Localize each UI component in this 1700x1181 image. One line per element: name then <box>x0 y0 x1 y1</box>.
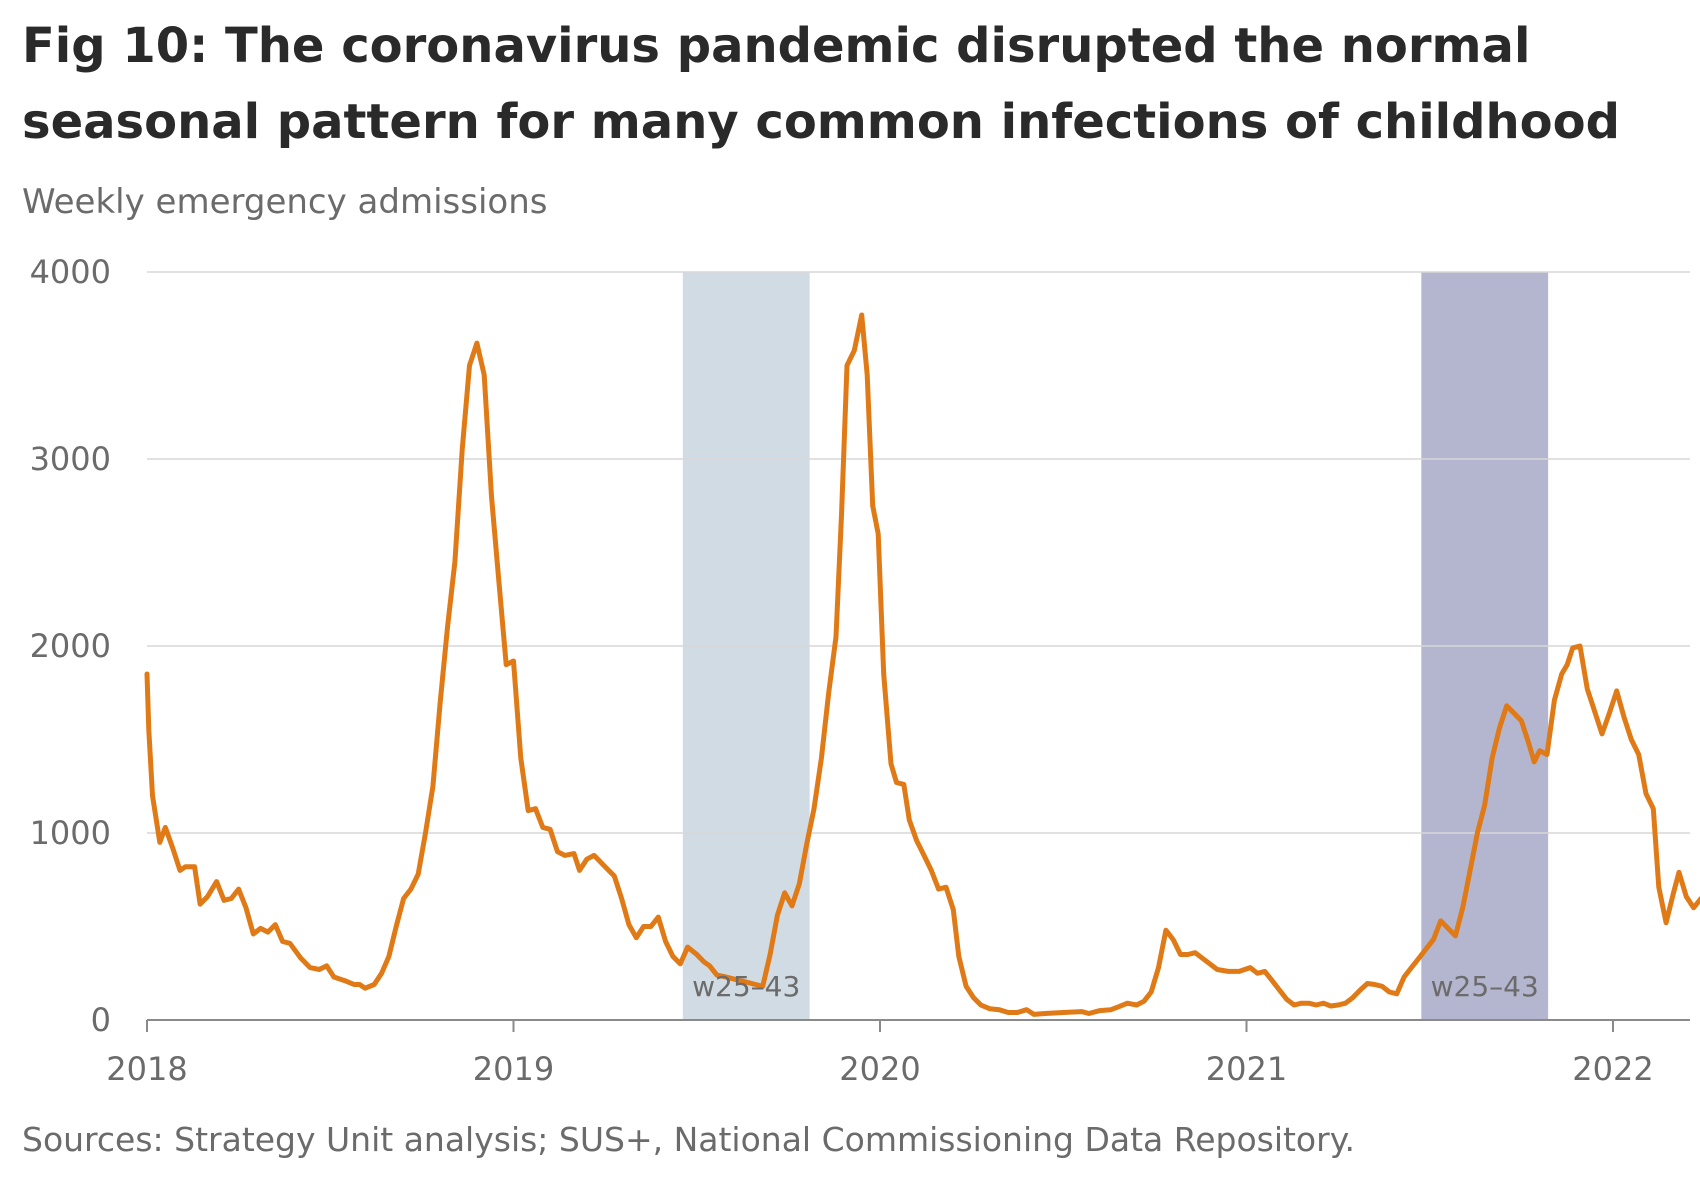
x-tick-label: 2022 <box>1572 1050 1653 1088</box>
chart-title: Fig 10: The coronavirus pandemic disrupt… <box>22 18 1620 150</box>
source-note: Sources: Strategy Unit analysis; SUS+, N… <box>22 1120 1356 1159</box>
x-tick-label: 2021 <box>1206 1050 1287 1088</box>
x-tick-label: 2020 <box>839 1050 920 1088</box>
y-tick-label: 4000 <box>30 253 111 291</box>
y-axis-ticks: 0 1000 2000 3000 4000 <box>30 253 111 1039</box>
band-labels: w25–43 w25–43 <box>692 970 1539 1003</box>
y-axis-title: Weekly emergency admissions <box>22 182 548 222</box>
band-label: w25–43 <box>692 970 800 1003</box>
y-tick-label: 0 <box>91 1001 111 1039</box>
series-layer <box>144 312 1700 1017</box>
y-tick-label: 1000 <box>30 814 111 852</box>
gridlines <box>147 271 1690 834</box>
x-tick-label: 2018 <box>106 1050 187 1088</box>
band-label: w25–43 <box>1431 970 1539 1003</box>
y-tick-label: 3000 <box>30 440 111 478</box>
x-axis-ticks: 2018 2019 2020 2021 2022 <box>106 1019 1690 1088</box>
y-tick-label: 2000 <box>30 627 111 665</box>
series-line <box>144 312 1700 1017</box>
x-tick-label: 2019 <box>473 1050 554 1088</box>
